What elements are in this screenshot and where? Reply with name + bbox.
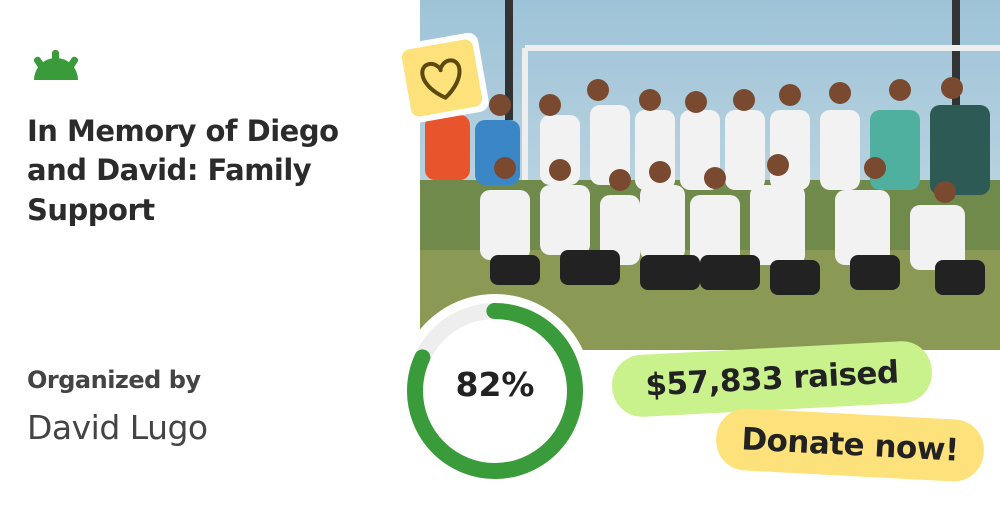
organizer-label: Organized by [27, 366, 201, 394]
progress-label: 82% [455, 365, 535, 404]
progress-ring [407, 303, 583, 479]
logo [33, 50, 79, 80]
heart-sticker [395, 32, 489, 124]
team-photo [420, 0, 1000, 350]
ring-backdrop [398, 294, 592, 488]
campaign-title: In Memory of Diego and David: Family Sup… [27, 114, 339, 227]
organizer-name: David Lugo [27, 408, 208, 447]
